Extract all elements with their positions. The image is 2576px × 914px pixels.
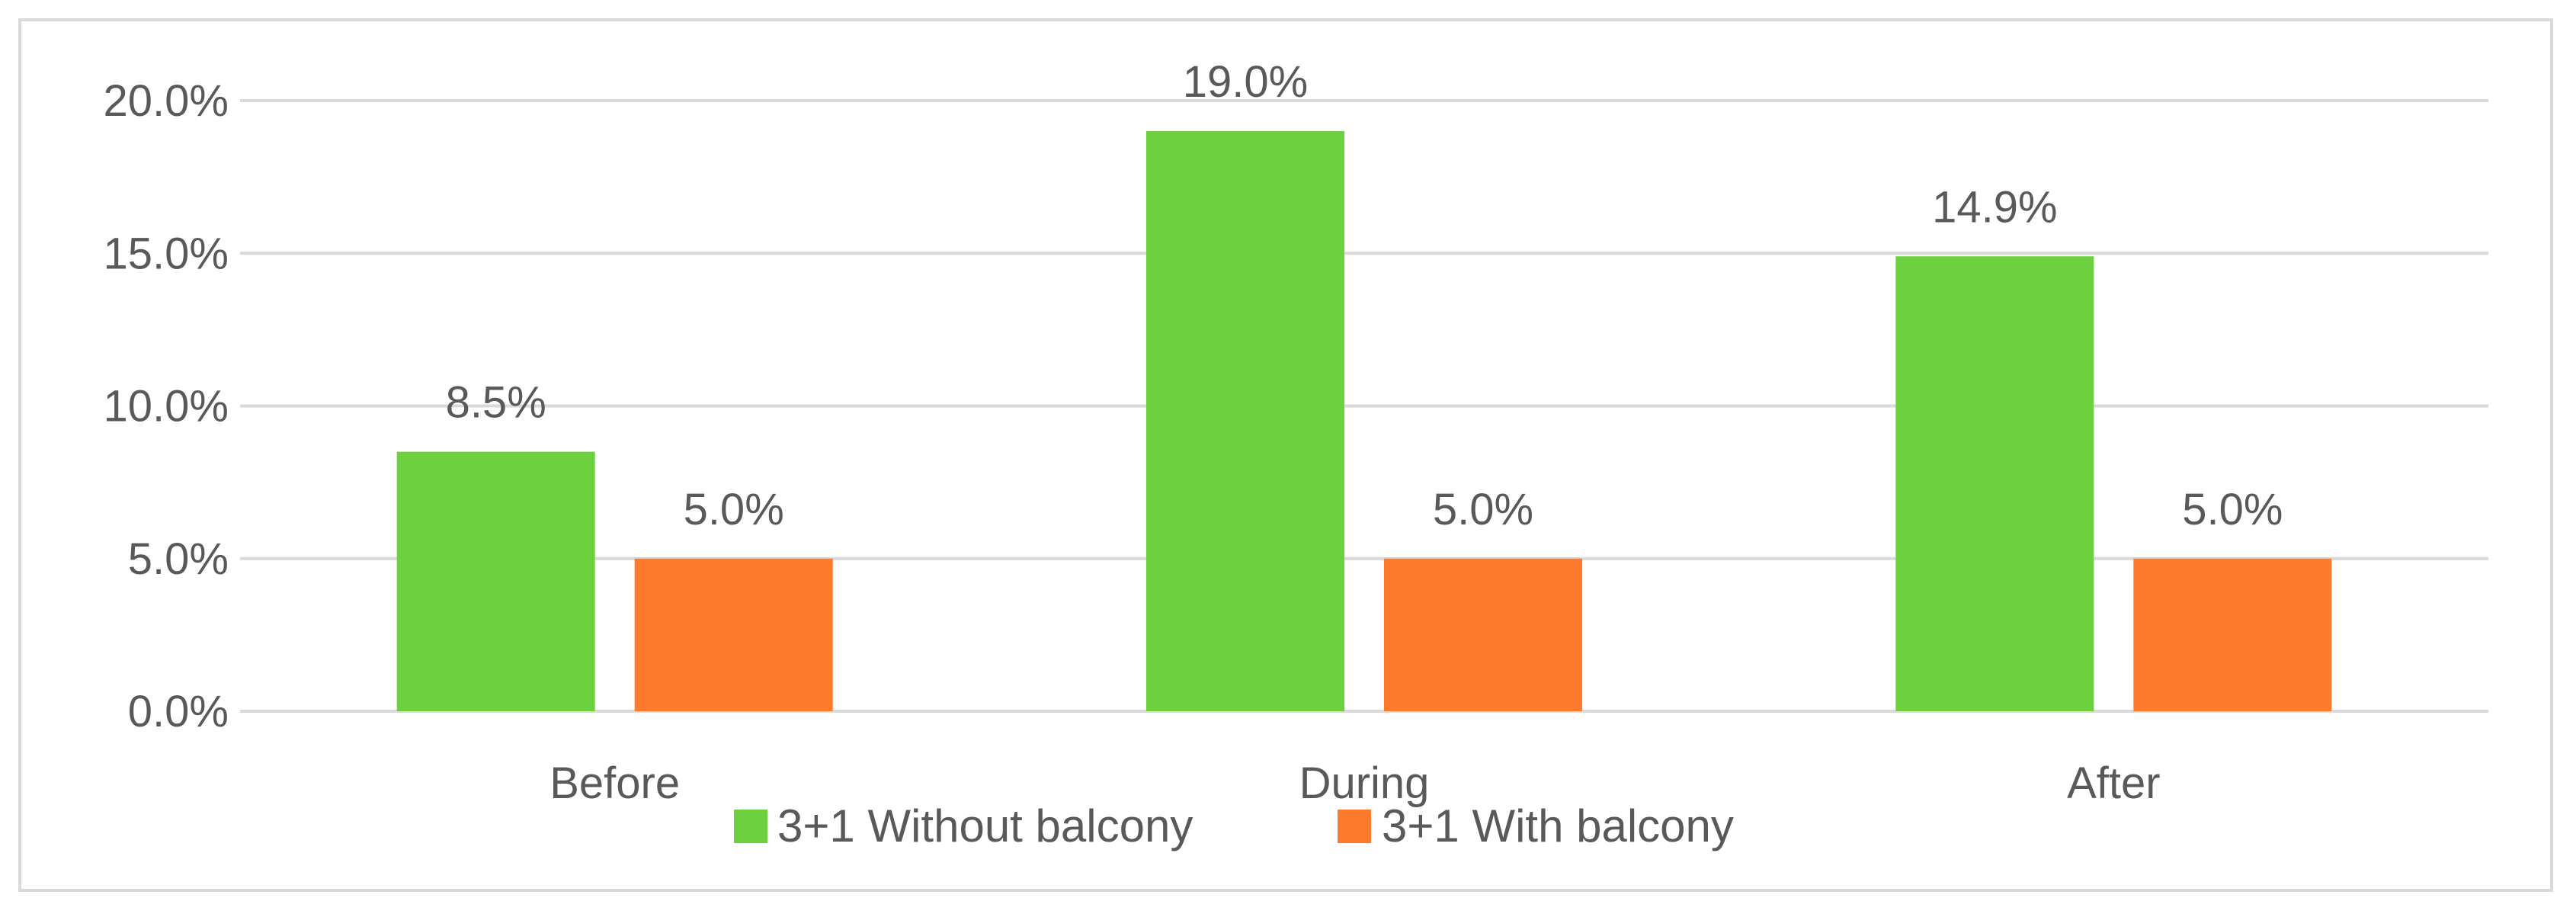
gridlines [240,99,2488,713]
legend: 3+1 Without balcony 3+1 With balcony [734,800,1734,851]
legend-label: 3+1 Without balcony [777,800,1193,851]
y-axis-tick-labels: 0.0% 5.0% 10.0% 15.0% 20.0% [104,76,229,736]
legend-label: 3+1 With balcony [1382,800,1734,851]
y-tick-label: 10.0% [104,382,229,431]
legend-swatch [734,810,767,843]
data-label: 19.0% [1183,57,1308,107]
data-label: 5.0% [684,485,784,534]
data-label: 8.5% [446,378,546,428]
x-tick-label: During [1299,758,1430,808]
data-label: 5.0% [1433,485,1533,534]
x-tick-label: Before [549,758,680,808]
y-tick-label: 0.0% [128,687,229,736]
data-labels: 8.5% 5.0% 19.0% 5.0% 14.9% 5.0% [446,57,2283,534]
bar-with-balcony [1384,558,1582,711]
data-label: 5.0% [2182,485,2283,534]
y-tick-label: 5.0% [128,534,229,584]
bar-with-balcony [634,558,833,711]
bar-without-balcony [396,451,595,711]
bar-with-balcony [2133,558,2332,711]
bar-without-balcony [1146,131,1344,712]
x-tick-label: After [2067,758,2161,808]
x-axis-tick-labels: Before During After [549,758,2160,808]
legend-swatch [1338,810,1371,843]
y-tick-label: 20.0% [104,76,229,126]
bars [396,131,2332,712]
data-label: 14.9% [1932,182,2057,232]
y-tick-label: 15.0% [104,229,229,278]
bar-without-balcony [1895,256,2094,711]
